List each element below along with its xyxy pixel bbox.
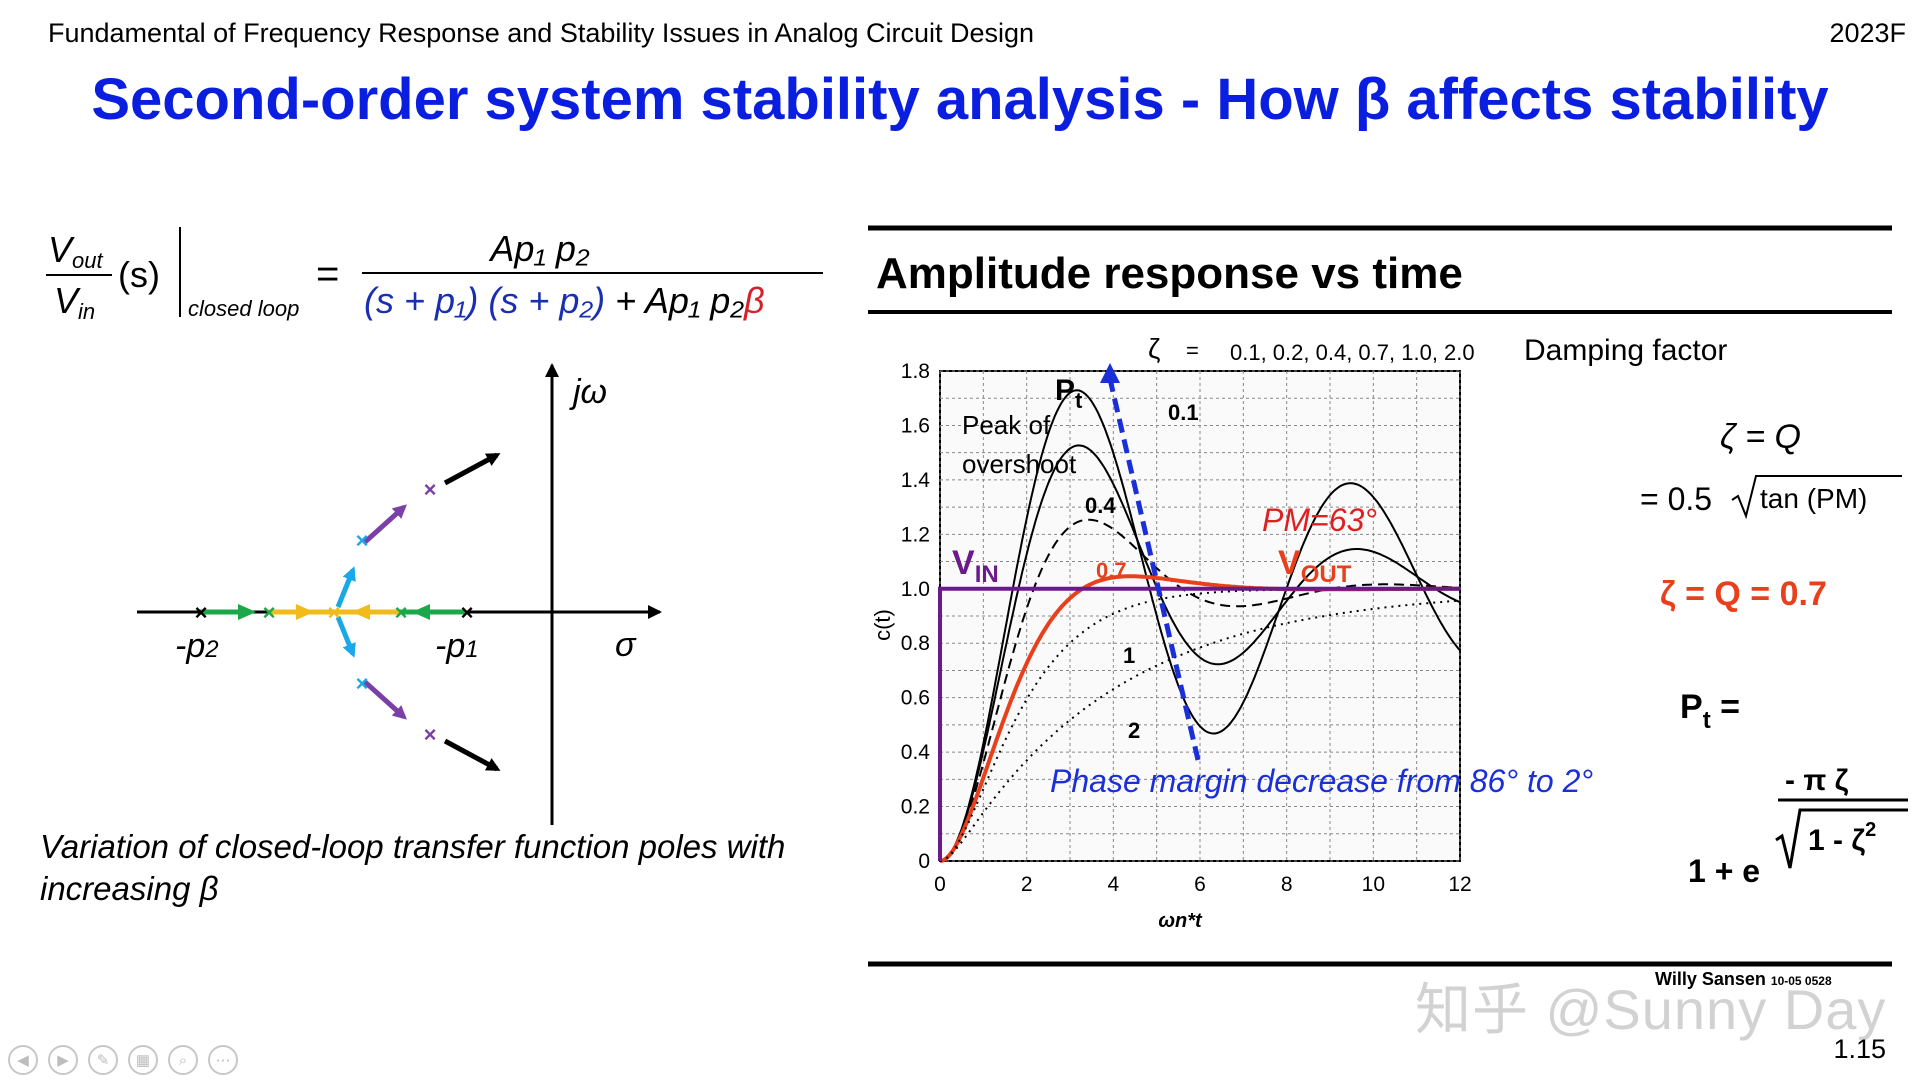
y-tick-label: 1.6 <box>901 414 930 437</box>
figure-credit: Willy Sansen 10-05 0528 <box>1655 969 1832 989</box>
pole-marker-yellow: × <box>328 600 341 625</box>
zeta-symbol: ζ <box>1148 333 1160 364</box>
p2-label: -p2 <box>175 627 219 665</box>
prev-icon[interactable]: ◀ <box>8 1045 38 1075</box>
pole-p2-marker: × <box>195 600 208 625</box>
series-zeta-1 <box>939 587 1460 862</box>
zeta-q-value: ζ = Q = 0.7 <box>1660 575 1827 613</box>
s-argument: (s) <box>118 254 160 295</box>
side-formulas: ζ = Q = 0.5 tan (PM) ζ = Q = 0.7 Pt = - … <box>1640 418 1908 889</box>
jw-axis-label: jω <box>569 373 607 411</box>
pen-icon[interactable]: ✎ <box>88 1045 118 1075</box>
slide-number: 1.15 <box>1833 1034 1886 1064</box>
yellow-arrow-left <box>296 604 314 620</box>
y-tick-label: 1.4 <box>901 469 931 492</box>
pt-formula-label: Pt = <box>1680 688 1740 734</box>
series-zeta-0-2 <box>939 444 1461 862</box>
peak-trend-arrowhead <box>1100 363 1120 383</box>
peak-of-label: Peak of <box>962 410 1051 440</box>
pole-marker-green-right: × <box>395 600 408 625</box>
pole-marker-purple-up: × <box>424 477 437 502</box>
x-tick-label: 10 <box>1362 873 1385 896</box>
more-icon[interactable]: ⋯ <box>208 1045 238 1075</box>
vin-label: VIN <box>952 544 999 588</box>
series-vin <box>938 586 1460 861</box>
pm-label: PM=63° <box>1262 502 1377 538</box>
y-tick-label: 0.2 <box>901 796 930 819</box>
vout-label: VOUT <box>1278 544 1352 588</box>
closed-loop-label: closed loop <box>188 296 299 321</box>
overshoot-label: overshoot <box>962 449 1077 479</box>
y-tick-label: 1.8 <box>901 360 930 383</box>
y-axis-label: c(t) <box>870 609 895 641</box>
yellow-arrow-right <box>352 604 370 620</box>
curve-label-0-7: 0.7 <box>1096 558 1127 583</box>
curve-label-2: 2 <box>1128 718 1140 743</box>
pole-marker-cyan-up: × <box>356 528 369 553</box>
pole-marker-purple-down: × <box>424 722 437 747</box>
zoom-icon[interactable]: ⌕ <box>168 1045 198 1075</box>
half-sqrt-prefix: = 0.5 <box>1640 481 1712 517</box>
green-arrow-left <box>238 604 256 620</box>
series-zeta-0-1 <box>939 389 1461 862</box>
equals-sign: = <box>316 252 339 296</box>
phase-margin-note: Phase margin decrease from 86° to 2° <box>1050 763 1593 799</box>
curve-label-0-4: 0.4 <box>1085 493 1116 518</box>
vin-symbol: Vin <box>54 280 95 324</box>
vout-symbol: Vout <box>48 229 103 273</box>
zeta-q-formula: ζ = Q <box>1720 418 1801 456</box>
y-tick-label: 0.6 <box>901 687 930 710</box>
next-icon[interactable]: ▶ <box>48 1045 78 1075</box>
y-tick-label: 0.4 <box>901 741 931 764</box>
curve-label-0-1: 0.1 <box>1168 400 1199 425</box>
slide-title: Second-order system stability analysis -… <box>91 67 1829 132</box>
slide-nav-toolbar: ◀ ▶ ✎ ▦ ⌕ ⋯ <box>8 1045 238 1075</box>
transfer-function-formula: Vout Vin (s) closed loop = Ap₁ p₂ (s + p… <box>46 227 823 324</box>
exp-denominator: 1 - ζ2 <box>1808 819 1876 857</box>
year-label: 2023F <box>1829 18 1906 48</box>
zeta-equals: = <box>1186 338 1199 363</box>
rhs-denominator: (s + p₁) (s + p₂) + Ap₁ p₂β <box>364 280 765 321</box>
series-zeta-2 <box>939 599 1461 862</box>
x-tick-label: 6 <box>1194 873 1206 896</box>
zeta-values: 0.1, 0.2, 0.4, 0.7, 1.0, 2.0 <box>1230 340 1475 365</box>
sigma-axis-label: σ <box>615 626 637 664</box>
root-locus-diagram: × × × × × × × × × jω σ -p2 -p1 <box>137 363 662 825</box>
slides-icon[interactable]: ▦ <box>128 1045 158 1075</box>
y-tick-label: 0.8 <box>901 632 930 655</box>
sqrt-sign-2 <box>1775 808 1908 869</box>
x-axis-label: ωn*t <box>1158 910 1203 932</box>
chart-curves <box>938 389 1461 863</box>
pole-marker-cyan-down: × <box>356 671 369 696</box>
x-tick-label: 8 <box>1281 873 1293 896</box>
y-tick-label: 1.2 <box>901 523 930 546</box>
course-title: Fundamental of Frequency Response and St… <box>48 18 1035 48</box>
p1-label: -p1 <box>435 627 479 665</box>
green-arrow-right <box>412 604 430 620</box>
curve-label-1: 1 <box>1123 643 1135 668</box>
root-locus-caption: Variation of closed-loop transfer functi… <box>40 828 786 907</box>
y-tick-label: 0 <box>918 850 930 873</box>
x-tick-label: 12 <box>1448 873 1471 896</box>
watermark: 知乎 @Sunny Day <box>1415 978 1887 1041</box>
pt-label: Pt <box>1055 374 1083 413</box>
damping-factor-label: Damping factor <box>1524 334 1727 367</box>
x-tick-label: 0 <box>934 873 946 896</box>
tan-pm: tan (PM) <box>1760 483 1867 514</box>
pole-marker-green-left: × <box>263 600 276 625</box>
x-tick-label: 4 <box>1107 873 1119 896</box>
amplitude-response-figure: Amplitude response vs time ζ = 0.1, 0.2,… <box>868 225 1892 967</box>
peak-trend-arrow <box>1107 378 1201 761</box>
pole-p1-marker: × <box>461 600 474 625</box>
sqrt-sign-1 <box>1731 475 1902 520</box>
pt-formula-base: 1 + e <box>1688 853 1760 889</box>
rhs-numerator: Ap₁ p₂ <box>488 228 589 269</box>
y-tick-label: 1.0 <box>901 578 930 601</box>
figure-title: Amplitude response vs time <box>876 249 1463 298</box>
exp-numerator: - π ζ <box>1785 764 1849 797</box>
x-tick-label: 2 <box>1021 873 1033 896</box>
